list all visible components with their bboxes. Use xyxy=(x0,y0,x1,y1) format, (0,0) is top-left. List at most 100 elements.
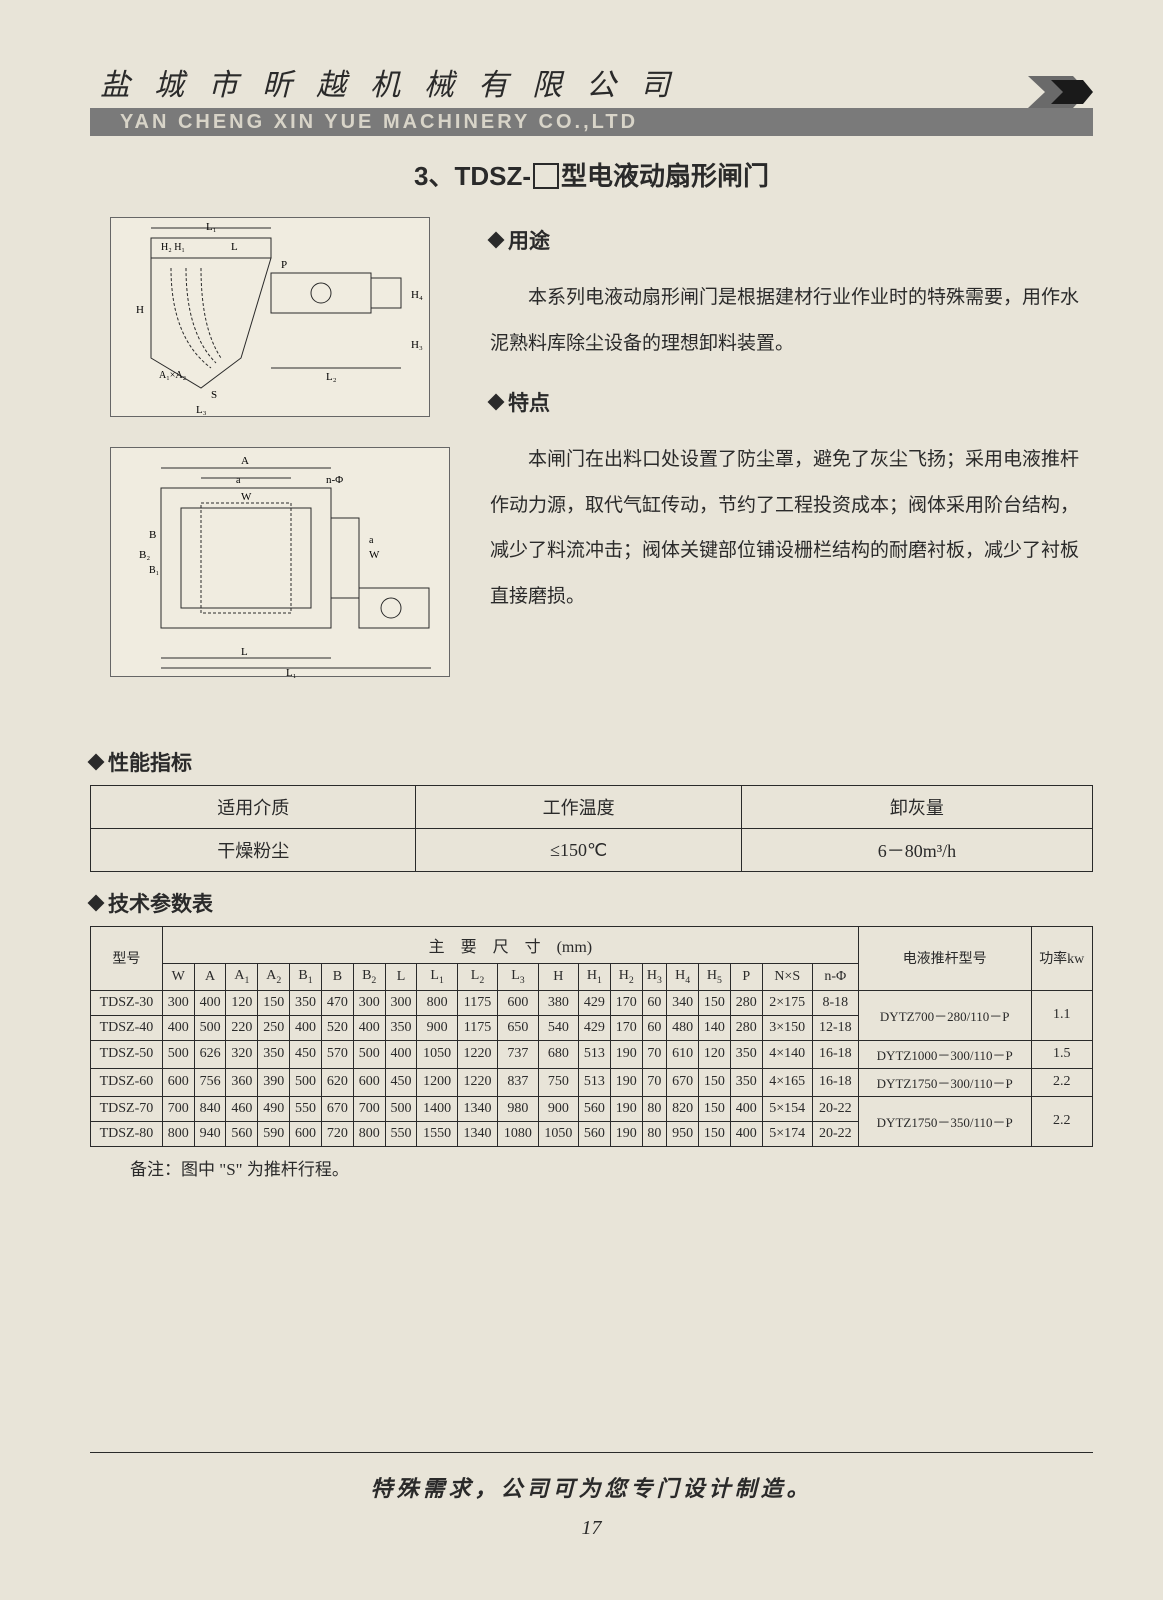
perf-header-temp: 工作温度 xyxy=(416,786,741,829)
cell-dim: 16-18 xyxy=(812,1068,858,1096)
cell-dim: 120 xyxy=(226,990,258,1015)
svg-text:S: S xyxy=(211,389,217,401)
cell-dim: 220 xyxy=(226,1015,258,1040)
svg-text:W: W xyxy=(241,491,252,503)
cell-dim: 150 xyxy=(699,1068,731,1096)
cell-model: TDSZ-30 xyxy=(91,990,163,1015)
col-group-dimensions: 主 要 尺 寸 (mm) xyxy=(162,927,858,964)
cell-dim: 1340 xyxy=(457,1121,497,1146)
cell-dim: 610 xyxy=(667,1040,699,1068)
dim-col-3: A2 xyxy=(258,964,290,991)
cell-dim: 320 xyxy=(226,1040,258,1068)
cell-dim: 2×175 xyxy=(762,990,812,1015)
perf-header-medium: 适用介质 xyxy=(91,786,416,829)
cell-power: 2.2 xyxy=(1031,1068,1092,1096)
description-column: 用途 本系列电液动扇形闸门是根据建材行业作业时的特殊需要，用作水泥熟料库除尘设备… xyxy=(490,217,1093,707)
dim-col-18: N×S xyxy=(762,964,812,991)
cell-dim: 190 xyxy=(610,1121,642,1146)
cell-dim: 400 xyxy=(730,1121,762,1146)
title-number: 3、 xyxy=(414,161,454,191)
svg-text:a: a xyxy=(236,475,241,486)
cell-dim: 800 xyxy=(417,990,457,1015)
cell-dim: 400 xyxy=(194,990,226,1015)
cell-dim: 400 xyxy=(385,1040,417,1068)
cell-dim: 150 xyxy=(258,990,290,1015)
cell-dim: 590 xyxy=(258,1121,290,1146)
dim-col-0: W xyxy=(162,964,194,991)
svg-text:H₂ H₁: H₂ H₁ xyxy=(161,242,185,253)
cell-dim: 1080 xyxy=(498,1121,538,1146)
cell-power: 1.1 xyxy=(1031,990,1092,1040)
cell-dim: 1050 xyxy=(417,1040,457,1068)
cell-dim: 670 xyxy=(321,1096,353,1121)
cell-dim: 350 xyxy=(290,990,322,1015)
cell-dim: 800 xyxy=(353,1121,385,1146)
perf-value-temp: ≤150℃ xyxy=(416,829,741,872)
cell-dim: 513 xyxy=(579,1040,611,1068)
cell-dim: 400 xyxy=(353,1015,385,1040)
company-name-cn: 盐城市昕越机械有限公司 xyxy=(90,60,1093,104)
cell-dim: 300 xyxy=(162,990,194,1015)
svg-text:A₁×A₂: A₁×A₂ xyxy=(159,370,186,381)
page-footer: 特殊需求，公司可为您专门设计制造。 17 xyxy=(90,1452,1093,1540)
feature-paragraph: 本闸门在出料口处设置了防尘罩，避免了灰尘飞扬；采用电液推杆作动力源，取代气缸传动… xyxy=(490,437,1093,619)
cell-dim: 350 xyxy=(730,1068,762,1096)
usage-heading: 用途 xyxy=(490,217,1093,267)
cell-dim: 280 xyxy=(730,1015,762,1040)
cell-pusher: DYTZ1750－300/110－P xyxy=(858,1068,1031,1096)
cell-dim: 120 xyxy=(699,1040,731,1068)
performance-heading: 性能指标 xyxy=(90,747,1093,777)
page-header: 盐城市昕越机械有限公司 YAN CHENG XIN YUE MACHINERY … xyxy=(90,60,1093,136)
svg-text:L₁: L₁ xyxy=(286,667,297,678)
cell-dim: 700 xyxy=(353,1096,385,1121)
perf-value-medium: 干燥粉尘 xyxy=(91,829,416,872)
svg-text:W: W xyxy=(369,549,380,561)
cell-dim: 8-18 xyxy=(812,990,858,1015)
cell-dim: 450 xyxy=(385,1068,417,1096)
cell-dim: 60 xyxy=(642,1015,667,1040)
cell-pusher: DYTZ1750－350/110－P xyxy=(858,1096,1031,1146)
company-name-en: YAN CHENG XIN YUE MACHINERY CO.,LTD xyxy=(120,111,638,134)
cell-dim: 500 xyxy=(194,1015,226,1040)
dim-col-2: A1 xyxy=(226,964,258,991)
dim-col-19: n-Φ xyxy=(812,964,858,991)
performance-table: 适用介质 工作温度 卸灰量 干燥粉尘 ≤150℃ 6－80m³/h xyxy=(90,785,1093,872)
cell-dim: 800 xyxy=(162,1121,194,1146)
cell-dim: 490 xyxy=(258,1096,290,1121)
cell-dim: 1550 xyxy=(417,1121,457,1146)
feature-heading: 特点 xyxy=(490,379,1093,429)
svg-text:P: P xyxy=(281,259,287,271)
cell-dim: 1050 xyxy=(538,1121,578,1146)
dim-col-10: L3 xyxy=(498,964,538,991)
dim-col-12: H1 xyxy=(579,964,611,991)
cell-dim: 837 xyxy=(498,1068,538,1096)
cell-power: 1.5 xyxy=(1031,1040,1092,1068)
cell-dim: 70 xyxy=(642,1068,667,1096)
cell-power: 2.2 xyxy=(1031,1096,1092,1146)
cell-pusher: DYTZ1000－300/110－P xyxy=(858,1040,1031,1068)
cell-dim: 560 xyxy=(579,1121,611,1146)
cell-dim: 1400 xyxy=(417,1096,457,1121)
table-row: TDSZ-50500626320350450570500400105012207… xyxy=(91,1040,1093,1068)
page-number: 17 xyxy=(90,1517,1093,1540)
cell-dim: 900 xyxy=(417,1015,457,1040)
cell-pusher: DYTZ700－280/110－P xyxy=(858,990,1031,1040)
cell-dim: 470 xyxy=(321,990,353,1015)
title-prefix: TDSZ- xyxy=(454,161,531,191)
svg-text:B₁: B₁ xyxy=(149,565,159,576)
footer-text: 特殊需求，公司可为您专门设计制造。 xyxy=(90,1471,1093,1503)
table-row: TDSZ-60600756360390500620600450120012208… xyxy=(91,1068,1093,1096)
cell-dim: 390 xyxy=(258,1068,290,1096)
cell-dim: 626 xyxy=(194,1040,226,1068)
table-row: TDSZ-30300400120150350470300300800117560… xyxy=(91,990,1093,1015)
svg-text:H₃: H₃ xyxy=(411,339,423,351)
dim-col-17: P xyxy=(730,964,762,991)
cell-dim: 750 xyxy=(538,1068,578,1096)
cell-dim: 950 xyxy=(667,1121,699,1146)
cell-dim: 170 xyxy=(610,1015,642,1040)
cell-dim: 150 xyxy=(699,1121,731,1146)
cell-dim: 1340 xyxy=(457,1096,497,1121)
col-pusher: 电液推杆型号 xyxy=(858,927,1031,991)
cell-dim: 900 xyxy=(538,1096,578,1121)
cell-dim: 500 xyxy=(385,1096,417,1121)
